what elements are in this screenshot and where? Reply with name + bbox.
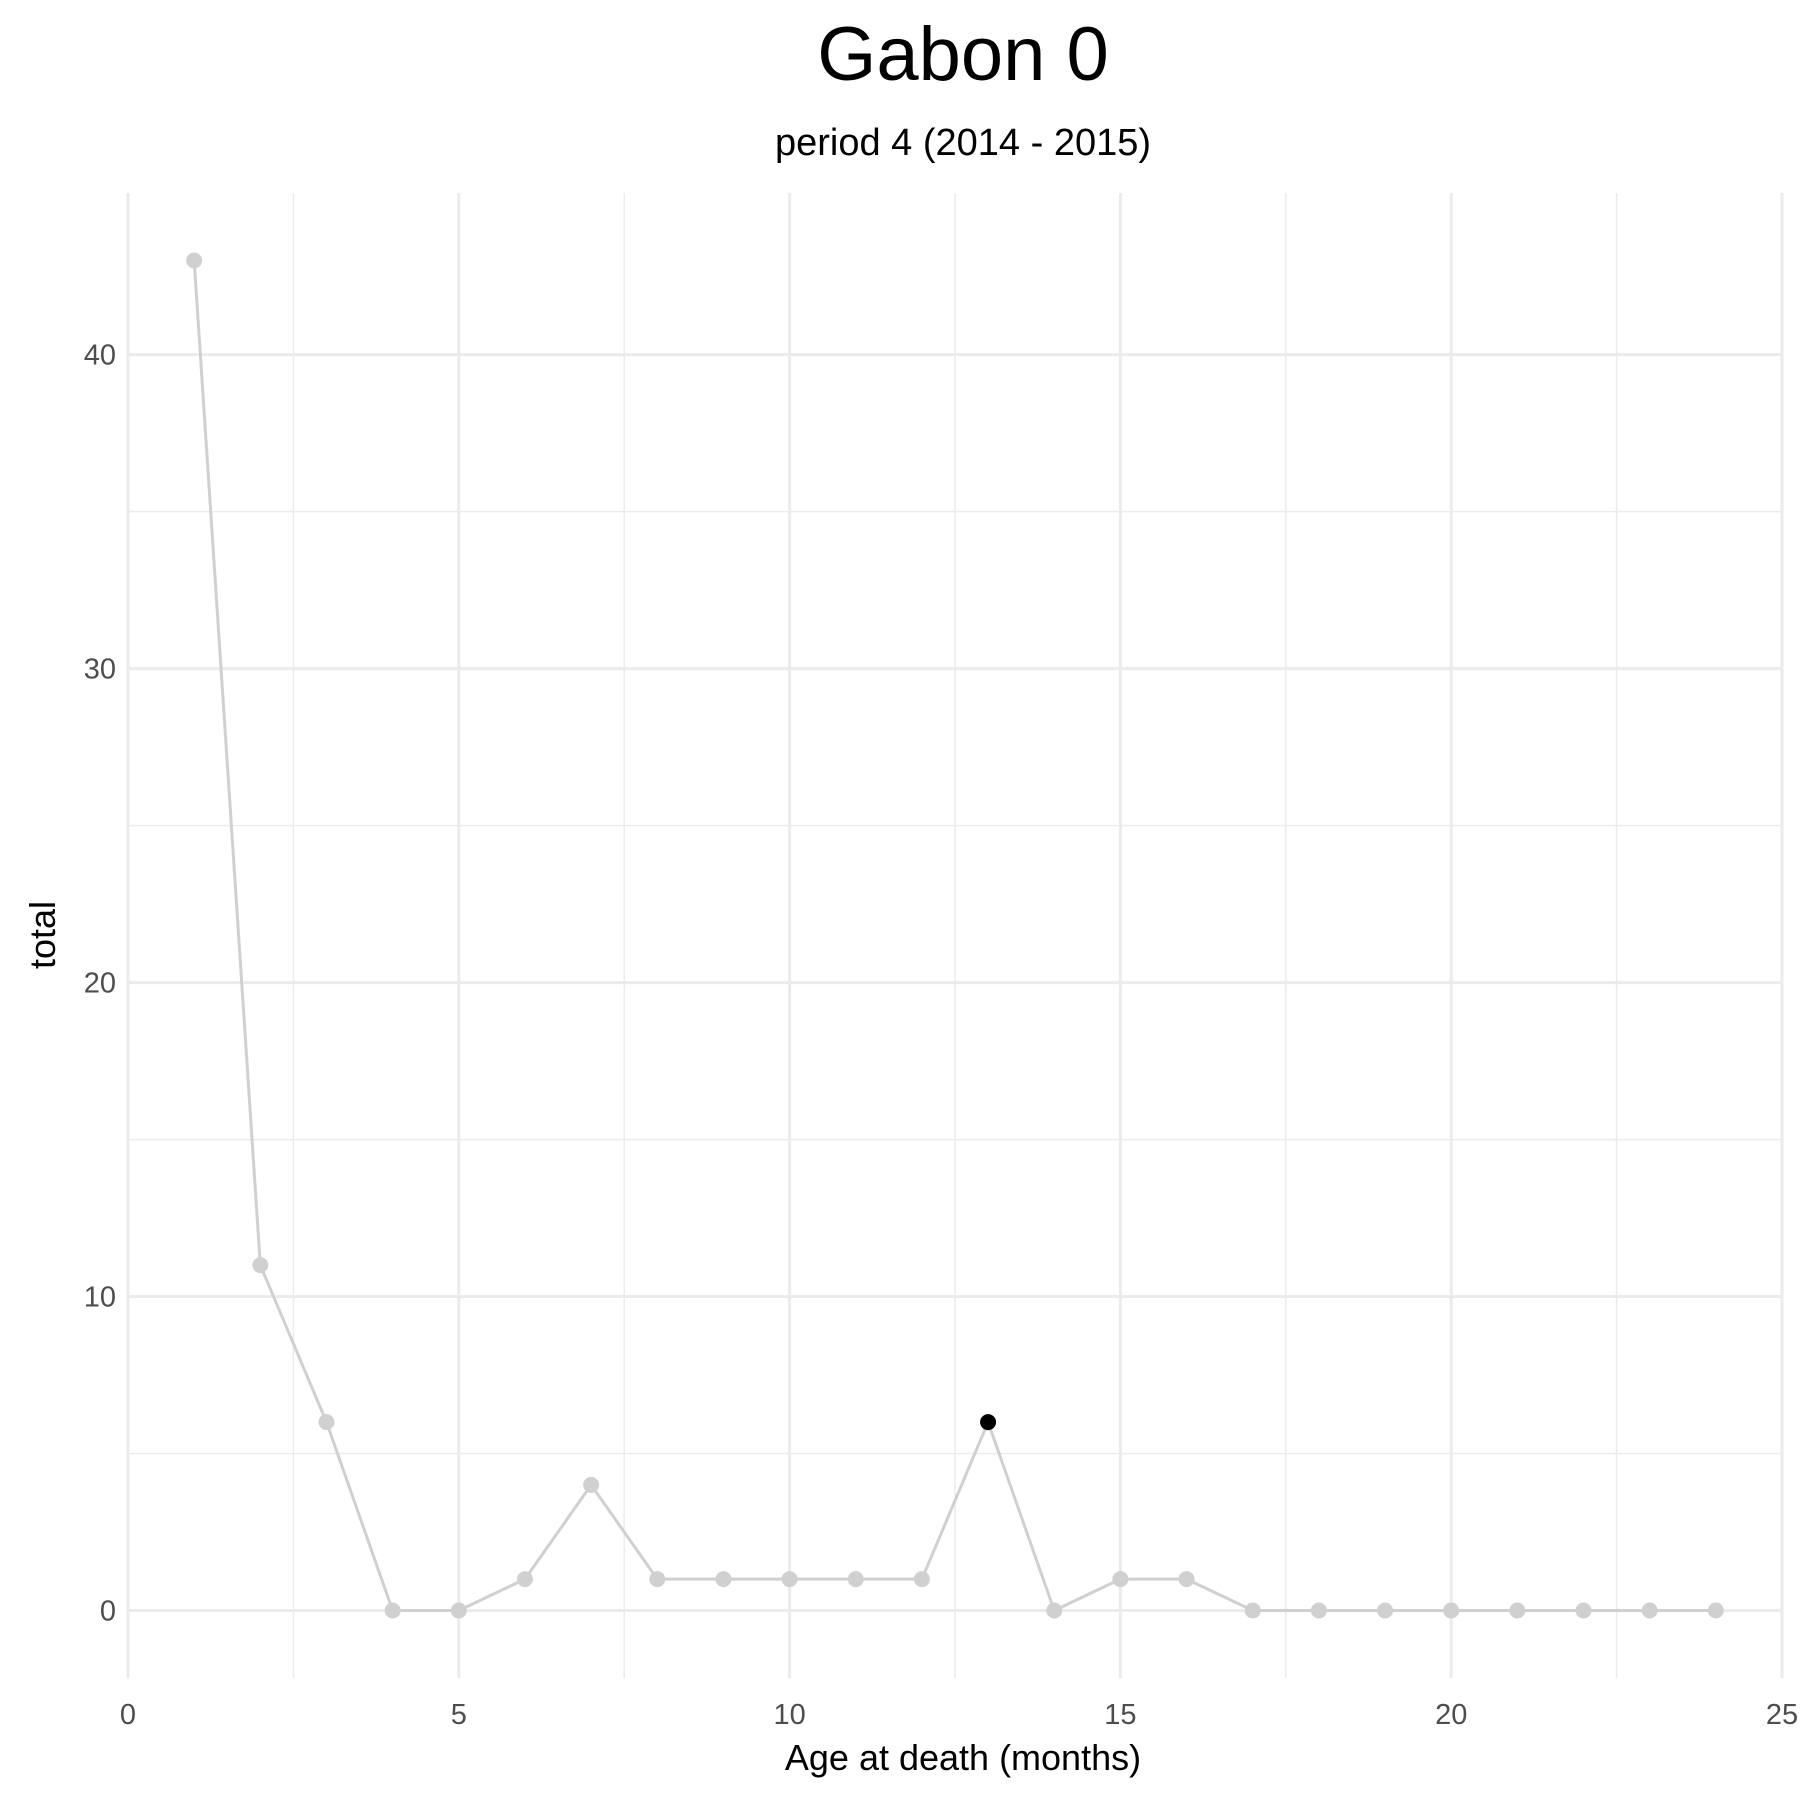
data-point [1244, 1602, 1261, 1619]
highlighted-data-point [980, 1414, 997, 1431]
x-axis-title: Age at death (months) [785, 1737, 1141, 1778]
chart-title: Gabon 0 [817, 12, 1109, 97]
y-tick-label: 40 [84, 340, 116, 372]
data-point [715, 1571, 732, 1588]
data-point [1178, 1571, 1195, 1588]
y-axis-ticks: 0 10 20 30 40 [84, 340, 116, 1628]
series-line [192, 260, 1716, 1612]
data-point [583, 1476, 600, 1493]
y-axis-title: total [22, 901, 63, 969]
x-axis-ticks: 0 5 10 15 20 25 [120, 1699, 1798, 1731]
data-point [913, 1571, 930, 1588]
data-point [516, 1571, 533, 1588]
y-tick-label: 0 [100, 1596, 116, 1628]
data-point [1707, 1602, 1724, 1619]
grid-lines [126, 193, 1784, 1678]
data-point [1509, 1602, 1526, 1619]
data-point [318, 1414, 335, 1431]
y-tick-label: 10 [84, 1282, 116, 1314]
data-point [1443, 1602, 1460, 1619]
x-tick-label: 5 [451, 1699, 467, 1731]
data-point [781, 1571, 798, 1588]
data-point [1575, 1602, 1592, 1619]
x-tick-label: 10 [773, 1699, 805, 1731]
data-point [186, 252, 203, 269]
x-tick-label: 20 [1435, 1699, 1467, 1731]
data-point [1641, 1602, 1658, 1619]
data-point [649, 1571, 666, 1588]
x-tick-label: 25 [1766, 1699, 1798, 1731]
data-point [450, 1602, 467, 1619]
data-point [252, 1257, 269, 1274]
data-points [186, 252, 1724, 1619]
x-tick-label: 15 [1104, 1699, 1136, 1731]
data-point [1046, 1602, 1063, 1619]
data-point [1310, 1602, 1327, 1619]
chart-subtitle: period 4 (2014 - 2015) [775, 122, 1151, 164]
x-tick-label: 0 [120, 1699, 136, 1731]
data-point [384, 1602, 401, 1619]
data-point [1112, 1571, 1129, 1588]
data-point [847, 1571, 864, 1588]
series-polyline [192, 260, 1716, 1612]
y-tick-label: 20 [84, 968, 116, 1000]
data-point [1377, 1602, 1394, 1619]
y-tick-label: 30 [84, 654, 116, 686]
